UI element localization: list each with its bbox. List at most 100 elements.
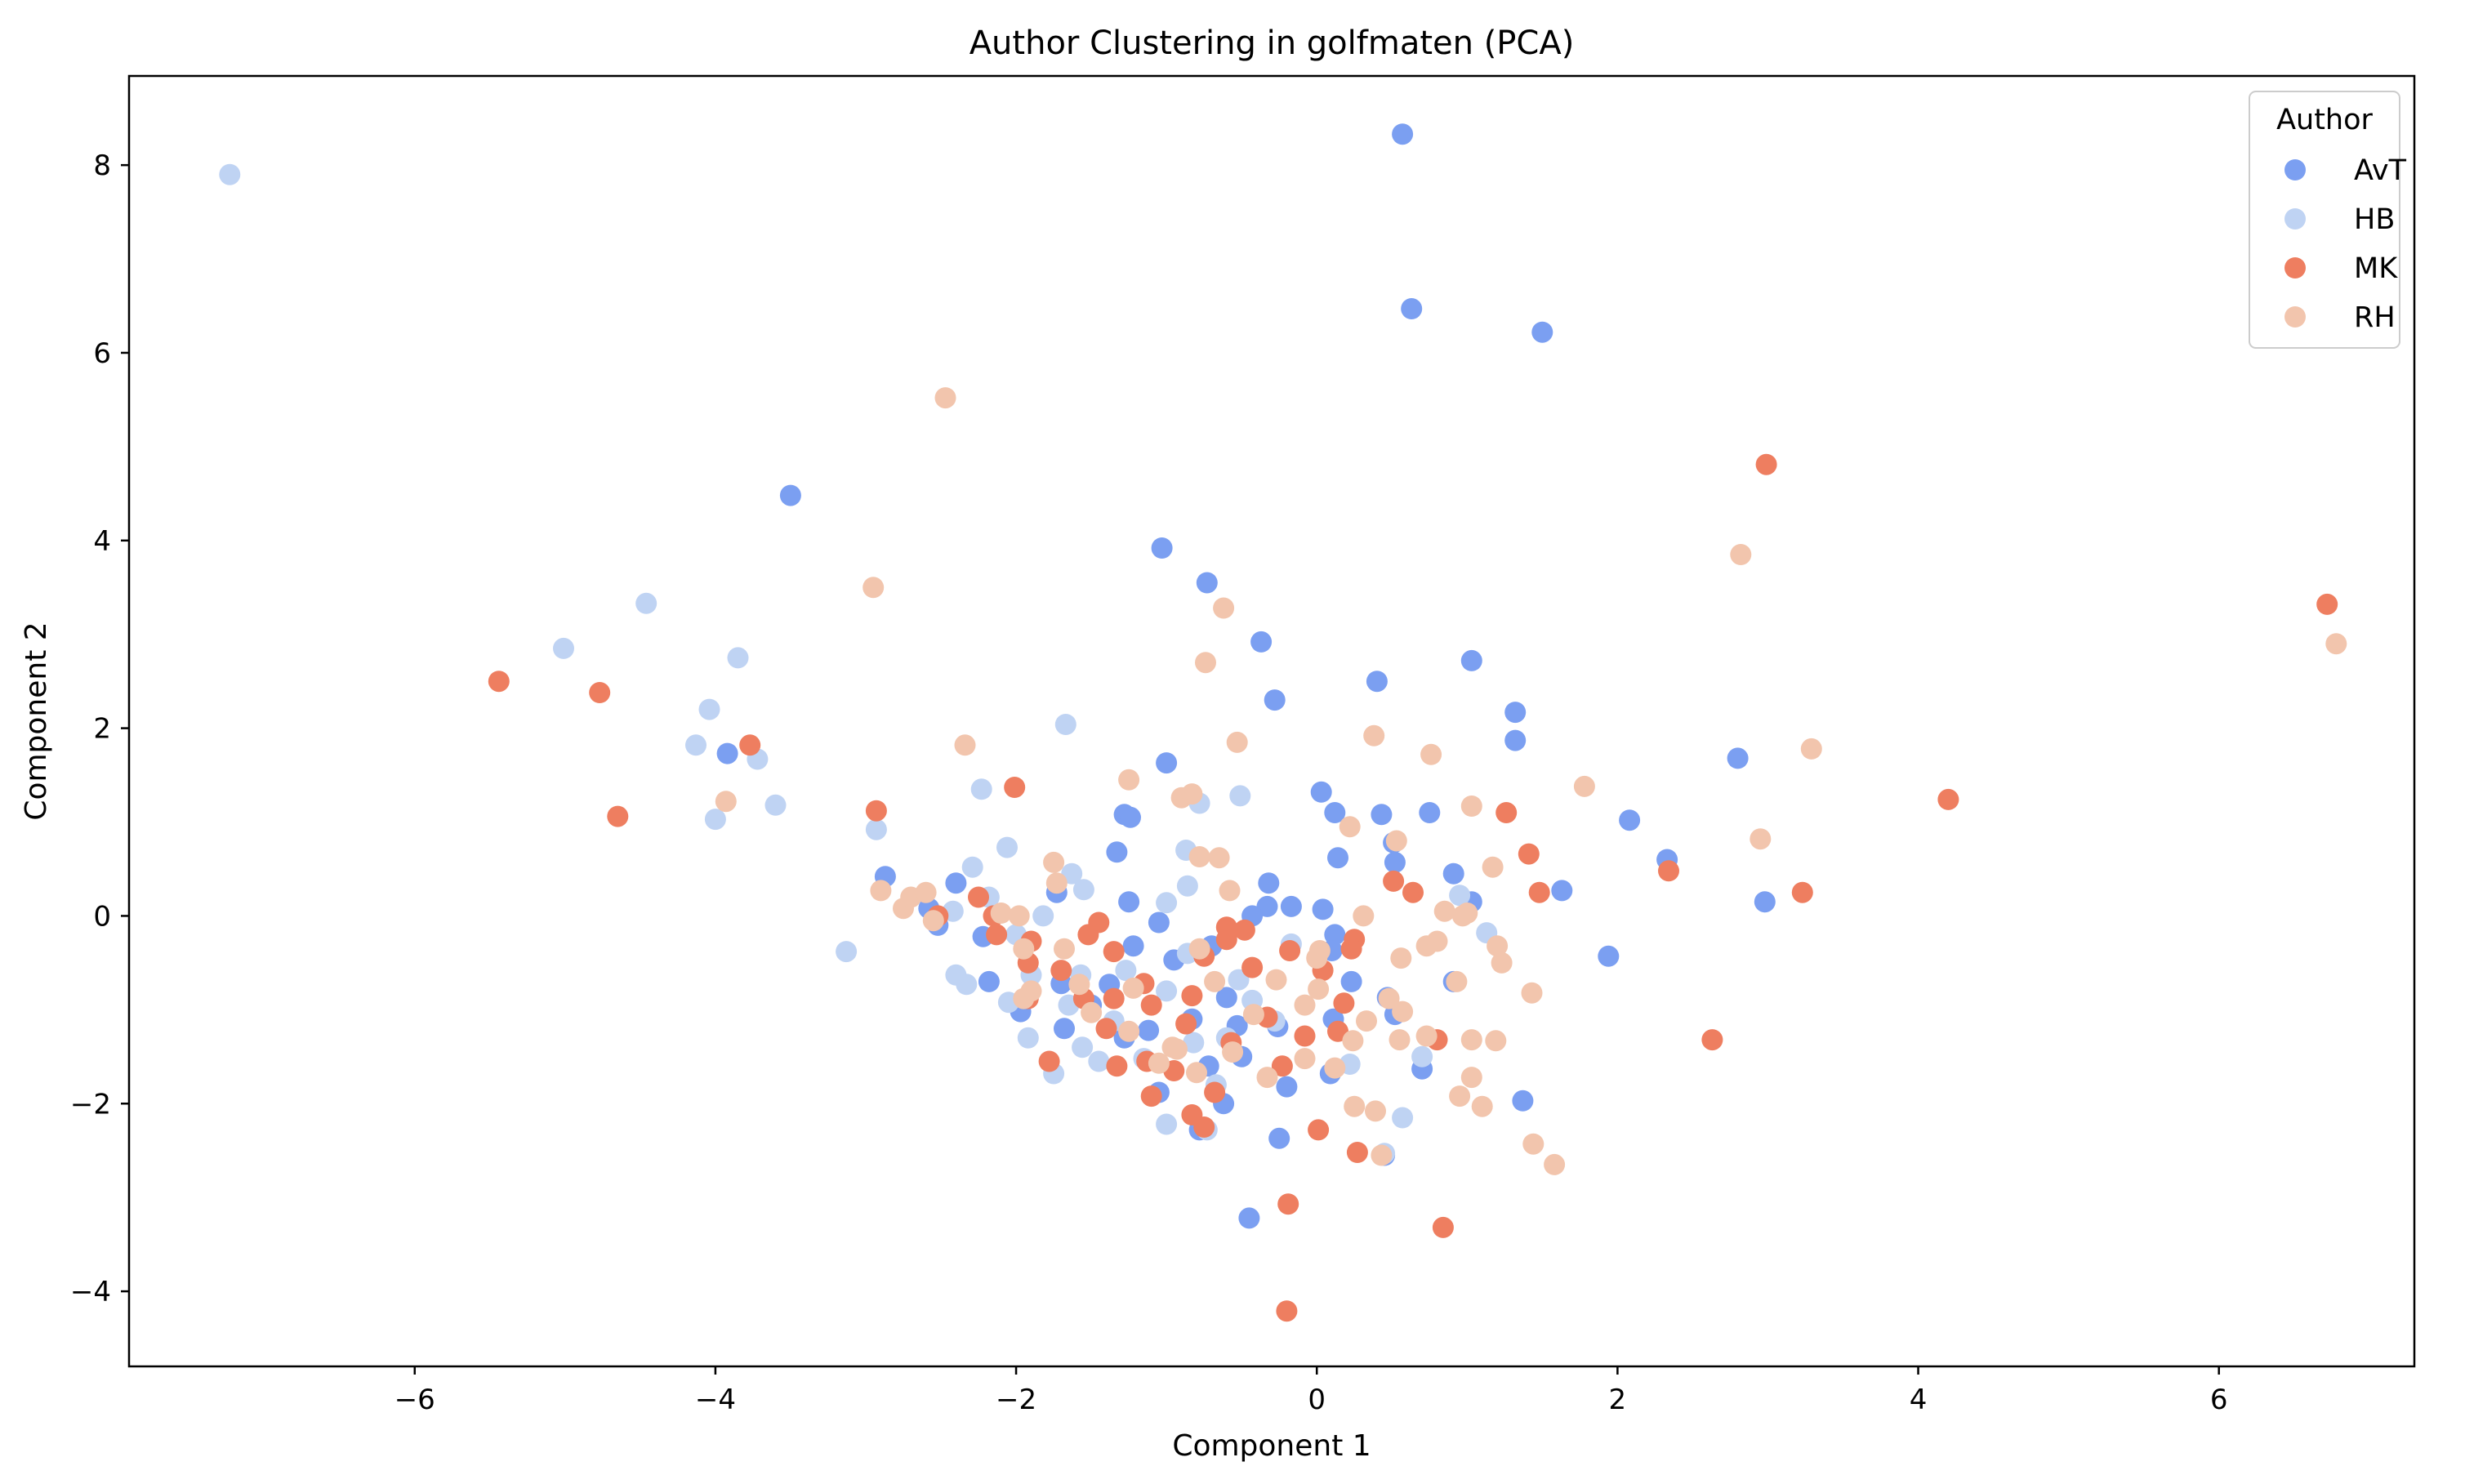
- point-mk-44: [1095, 1018, 1117, 1040]
- point-rh-62: [1013, 987, 1035, 1009]
- x-axis: −6 −4 −2 0 2 4 6: [394, 1366, 2228, 1416]
- point-rh-70: [1324, 1057, 1346, 1079]
- point-avt-32: [1258, 872, 1280, 894]
- point-rh-27: [915, 881, 937, 903]
- point-hb-17: [961, 856, 983, 878]
- point-rh-69: [1294, 1048, 1316, 1070]
- legend-marker-mk: [2284, 257, 2306, 279]
- y-tick-label-5: 6: [93, 337, 111, 370]
- point-rh-74: [1460, 1029, 1482, 1051]
- points-layer: [219, 123, 2347, 1322]
- point-rh-63: [1081, 1001, 1103, 1023]
- point-rh-78: [1471, 1095, 1493, 1117]
- point-avt-50: [978, 970, 1000, 992]
- legend-label-mk: MK: [2354, 252, 2398, 285]
- point-hb-42: [1088, 1050, 1110, 1072]
- point-rh-12: [715, 791, 737, 813]
- point-mk-5: [607, 805, 629, 827]
- point-rh-38: [1054, 938, 1075, 960]
- point-rh-68: [1256, 1067, 1278, 1089]
- point-mk-49: [1294, 1025, 1316, 1047]
- point-rh-80: [1344, 1095, 1366, 1117]
- point-rh-31: [1045, 872, 1068, 894]
- point-avt-6: [1250, 631, 1273, 653]
- point-rh-23: [1043, 851, 1065, 873]
- point-rh-54: [1204, 970, 1226, 992]
- point-hb-18: [1072, 879, 1094, 901]
- point-mk-56: [1204, 1081, 1226, 1103]
- y-tick-label-0: −4: [70, 1276, 111, 1308]
- point-rh-16: [1460, 795, 1482, 817]
- point-hb-5: [685, 734, 707, 756]
- point-rh-5: [1195, 652, 1216, 674]
- point-rh-11: [1800, 738, 1822, 760]
- legend: Author AvT HB MK RH: [2249, 91, 2407, 349]
- point-mk-10: [1518, 843, 1540, 865]
- point-rh-39: [1122, 977, 1144, 999]
- legend-box: [2249, 91, 2400, 349]
- y-tick-label-2: 0: [93, 900, 111, 933]
- point-avt-29: [1442, 862, 1464, 885]
- point-hb-8: [704, 809, 726, 831]
- point-mk-26: [1077, 924, 1099, 946]
- point-rh-83: [1544, 1153, 1566, 1175]
- point-rh-24: [870, 880, 892, 902]
- point-mk-8: [1004, 777, 1026, 798]
- point-mk-13: [1528, 881, 1550, 903]
- point-rh-43: [1308, 940, 1331, 961]
- point-avt-77: [1238, 1207, 1260, 1229]
- y-tick-label-3: 2: [93, 713, 111, 746]
- point-mk-41: [1333, 992, 1355, 1014]
- point-mk-11: [1658, 860, 1679, 882]
- point-mk-22: [1340, 938, 1362, 960]
- point-mk-3: [488, 671, 510, 693]
- point-mk-57: [1271, 1055, 1293, 1077]
- point-hb-24: [1449, 885, 1471, 907]
- x-tick-label-4: 2: [1609, 1384, 1627, 1416]
- point-hb-28: [956, 974, 978, 996]
- point-avt-54: [1340, 970, 1362, 992]
- point-rh-6: [954, 734, 976, 756]
- point-avt-40: [1148, 911, 1170, 934]
- point-avt-34: [1280, 895, 1302, 917]
- point-rh-44: [1390, 947, 1412, 969]
- point-avt-11: [1504, 729, 1527, 751]
- point-rh-2: [2325, 633, 2347, 655]
- point-rh-76: [1460, 1067, 1482, 1089]
- point-rh-36: [1456, 902, 1478, 924]
- legend-title: Author: [2276, 104, 2373, 136]
- x-tick-label-0: −6: [394, 1384, 435, 1416]
- point-avt-15: [1324, 802, 1346, 823]
- point-rh-56: [1294, 994, 1316, 1016]
- x-tick-label-5: 4: [1910, 1384, 1928, 1416]
- point-rh-21: [1339, 816, 1361, 838]
- point-avt-75: [1276, 1076, 1298, 1098]
- legend-entry-mk: MK: [2284, 252, 2398, 285]
- chart-title: Author Clustering in golfmaten (PCA): [970, 25, 1575, 62]
- point-hb-44: [1183, 1032, 1205, 1054]
- point-rh-1: [1730, 544, 1752, 565]
- legend-label-rh: RH: [2354, 301, 2396, 334]
- point-avt-14: [1310, 781, 1332, 803]
- point-rh-0: [934, 387, 956, 409]
- legend-entry-avt: AvT: [2284, 154, 2407, 187]
- point-avt-19: [1120, 806, 1141, 828]
- point-avt-3: [779, 484, 801, 506]
- point-rh-82: [1522, 1133, 1545, 1155]
- point-rh-19: [1208, 847, 1230, 869]
- point-mk-39: [1181, 985, 1203, 1007]
- point-avt-16: [1371, 804, 1393, 826]
- point-rh-61: [1446, 970, 1468, 992]
- point-avt-53: [1215, 987, 1237, 1009]
- point-rh-9: [1420, 743, 1442, 765]
- point-avt-5: [1196, 572, 1218, 594]
- point-rh-72: [1389, 1029, 1411, 1051]
- point-avt-8: [1264, 689, 1286, 711]
- point-rh-57: [1308, 978, 1330, 1000]
- point-mk-45: [1106, 1055, 1128, 1077]
- point-avt-2: [1531, 321, 1553, 343]
- point-mk-27: [1103, 941, 1125, 963]
- y-axis-label: Component 2: [20, 622, 53, 820]
- point-rh-32: [1219, 880, 1241, 902]
- point-rh-49: [1521, 982, 1543, 1004]
